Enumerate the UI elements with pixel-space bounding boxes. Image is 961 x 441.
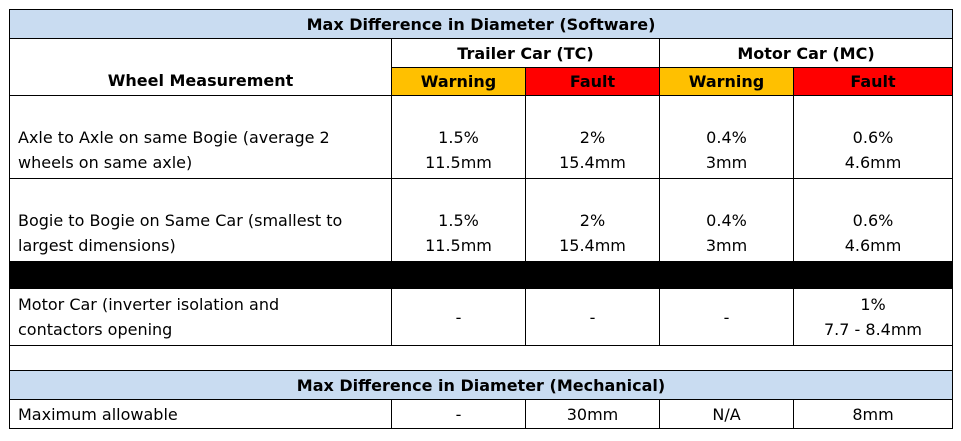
black-separator-row <box>8 261 954 289</box>
table-row: Axle to Axle on same Bogie (average 2 wh… <box>9 95 954 179</box>
tc-fault-cell: 30mm <box>525 399 660 429</box>
tc-warning-cell: 1.5% 11.5mm <box>391 178 526 262</box>
mc-warning-cell: N/A <box>659 399 794 429</box>
percent-value: 0.4% <box>706 211 747 230</box>
mm-value: 7.7 - 8.4mm <box>824 320 923 339</box>
table-row: Motor Car (inverter isolation and contac… <box>9 288 954 346</box>
tc-warning-header: Warning <box>391 67 526 96</box>
percent-value: 0.6% <box>852 128 894 147</box>
tc-warning-cell: 1.5% 11.5mm <box>391 95 526 179</box>
trailer-car-header: Trailer Car (TC) <box>391 38 660 68</box>
tc-fault-cell: 2% 15.4mm <box>525 95 660 179</box>
row-label-line: largest dimensions) <box>18 236 176 255</box>
mm-value: 11.5mm <box>425 236 492 255</box>
mm-value: 3mm <box>705 236 748 255</box>
black-separator <box>8 261 954 289</box>
row-label-line: wheels on same axle) <box>18 153 193 172</box>
row-label: Motor Car (inverter isolation and contac… <box>9 288 392 346</box>
tc-warning-cell: - <box>391 399 526 429</box>
mc-warning-cell: 0.4% 3mm <box>659 178 794 262</box>
percent-value: 0.6% <box>852 211 894 230</box>
mm-value: 11.5mm <box>425 153 492 172</box>
percent-value: 0.4% <box>706 128 747 147</box>
mm-value: 4.6mm <box>844 153 902 172</box>
row-label-line: contactors opening <box>18 320 173 339</box>
tc-fault-cell: 2% 15.4mm <box>525 178 660 262</box>
mm-value: 15.4mm <box>559 236 626 255</box>
mc-warning-cell: - <box>659 288 794 346</box>
mc-fault-cell: 0.6% 4.6mm <box>792 178 954 262</box>
tc-warning-cell: - <box>391 288 526 346</box>
blank-cell <box>8 345 954 371</box>
tc-fault-header: Fault <box>525 67 660 96</box>
percent-value: 2% <box>579 211 606 230</box>
percent-value: 2% <box>579 128 606 147</box>
percent-value: 1.5% <box>438 128 479 147</box>
mm-value: 4.6mm <box>844 236 902 255</box>
software-title: Max Difference in Diameter (Software) <box>8 9 954 39</box>
wheel-measurement-header: Wheel Measurement <box>9 38 392 96</box>
wheel-diameter-table: Max Difference in Diameter (Software) Wh… <box>8 9 954 429</box>
table-row: Bogie to Bogie on Same Car (smallest to … <box>9 178 954 262</box>
row-label-line: Motor Car (inverter isolation and <box>18 295 280 314</box>
mc-fault-cell: 1% 7.7 - 8.4mm <box>792 288 954 346</box>
mc-warning-cell: 0.4% 3mm <box>659 95 794 179</box>
row-label-line: Bogie to Bogie on Same Car (smallest to <box>18 211 343 230</box>
percent-value: 1.5% <box>438 211 479 230</box>
blank-row <box>8 345 954 371</box>
motor-car-header: Motor Car (MC) <box>658 38 954 68</box>
tc-fault-cell: - <box>525 288 660 346</box>
row-label: Maximum allowable <box>9 399 392 429</box>
mm-value: 15.4mm <box>559 153 626 172</box>
row-label-line: Axle to Axle on same Bogie (average 2 <box>18 128 330 147</box>
percent-value: 1% <box>860 295 886 314</box>
mm-value: 3mm <box>705 153 748 172</box>
mc-warning-header: Warning <box>659 67 794 96</box>
mc-fault-cell: 8mm <box>792 399 954 429</box>
mechanical-title: Max Difference in Diameter (Mechanical) <box>8 370 954 400</box>
row-label: Axle to Axle on same Bogie (average 2 wh… <box>9 95 392 179</box>
mc-fault-cell: 0.6% 4.6mm <box>792 95 954 179</box>
row-label: Bogie to Bogie on Same Car (smallest to … <box>9 178 392 262</box>
mc-fault-header: Fault <box>792 67 954 96</box>
table-row: Maximum allowable - 30mm N/A 8mm <box>9 399 954 429</box>
